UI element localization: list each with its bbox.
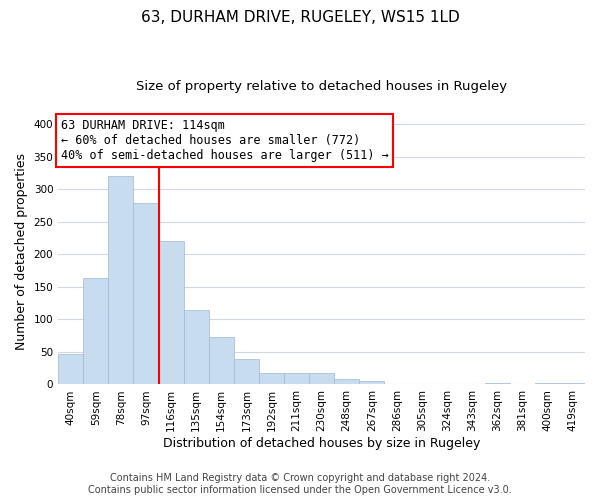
Bar: [184, 310, 209, 384]
Bar: [133, 203, 158, 384]
Text: 63 DURHAM DRIVE: 114sqm
← 60% of detached houses are smaller (772)
40% of semi-d: 63 DURHAM DRIVE: 114sqm ← 60% of detache…: [61, 119, 389, 162]
X-axis label: Distribution of detached houses by size in Rugeley: Distribution of detached houses by size …: [163, 437, 480, 450]
Bar: [58, 354, 83, 384]
Bar: [535, 382, 560, 384]
Bar: [83, 278, 109, 384]
Y-axis label: Number of detached properties: Number of detached properties: [15, 152, 28, 350]
Title: Size of property relative to detached houses in Rugeley: Size of property relative to detached ho…: [136, 80, 507, 93]
Bar: [485, 382, 510, 384]
Bar: [234, 359, 259, 384]
Text: 63, DURHAM DRIVE, RUGELEY, WS15 1LD: 63, DURHAM DRIVE, RUGELEY, WS15 1LD: [140, 10, 460, 25]
Bar: [560, 383, 585, 384]
Bar: [209, 337, 234, 384]
Text: Contains HM Land Registry data © Crown copyright and database right 2024.
Contai: Contains HM Land Registry data © Crown c…: [88, 474, 512, 495]
Bar: [359, 381, 385, 384]
Bar: [284, 373, 309, 384]
Bar: [309, 374, 334, 384]
Bar: [158, 240, 184, 384]
Bar: [259, 373, 284, 384]
Bar: [334, 378, 359, 384]
Bar: [109, 176, 133, 384]
